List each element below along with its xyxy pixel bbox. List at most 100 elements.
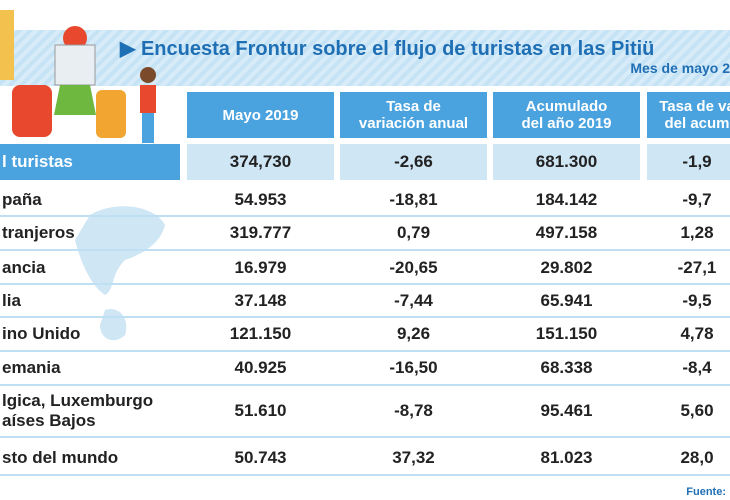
cell: -9,5 (647, 285, 730, 316)
cell: 65.941 (493, 285, 640, 316)
cell: 51.610 (187, 386, 334, 436)
value: 9,26 (396, 324, 431, 343)
cell: 497.158 (493, 217, 640, 249)
value: 121.150 (229, 324, 292, 343)
cell: 5,60 (647, 386, 730, 436)
label-line: ancia (2, 257, 46, 277)
value: 681.300 (535, 152, 598, 171)
value: -7,44 (394, 290, 433, 310)
header-line: Tasa de va (659, 98, 730, 115)
label-line: emania (2, 358, 61, 377)
value: -9,7 (682, 189, 712, 209)
row-label: ino Unido (0, 318, 180, 350)
row-separator (0, 350, 730, 352)
header-line: Mayo 2019 (222, 106, 299, 124)
row-label: lia (0, 285, 180, 316)
cell: -20,65 (340, 252, 487, 283)
cell: -1,9 (647, 144, 730, 180)
label-line: aíses Bajos (2, 411, 96, 430)
header-line: Tasa de (386, 98, 441, 115)
value: 54.953 (234, 189, 287, 209)
value: 16.979 (234, 257, 287, 277)
row-separator (0, 474, 730, 476)
title-band (0, 30, 730, 86)
value: -9,5 (682, 290, 712, 310)
header-line: del acum (664, 115, 730, 132)
cell: -18,81 (340, 184, 487, 215)
label-line: ino Unido (2, 324, 81, 343)
row-label: tranjeros (0, 217, 180, 249)
row-separator (0, 384, 730, 386)
cell: -7,44 (340, 285, 487, 316)
cell: 50.743 (187, 441, 334, 474)
value: 37,32 (392, 447, 435, 467)
row-label: emania (0, 352, 180, 384)
value: 65.941 (540, 290, 593, 310)
header-line: del año 2019 (521, 115, 612, 132)
cell: 4,78 (647, 318, 730, 350)
value: 50.743 (234, 447, 287, 467)
title-text: Encuesta Frontur sobre el flujo de turis… (140, 38, 655, 60)
label-line: lia (2, 290, 21, 310)
label-line: tranjeros (2, 223, 75, 242)
value: 1,28 (680, 223, 714, 242)
row-label: lgica, Luxemburgo aíses Bajos (0, 386, 180, 436)
value: -2,66 (394, 152, 433, 171)
value: 95.461 (540, 401, 593, 420)
value: 0,79 (396, 223, 431, 242)
cell: -8,4 (647, 352, 730, 384)
value: 4,78 (680, 324, 714, 343)
value: 68.338 (540, 358, 593, 377)
cell: 54.953 (187, 184, 334, 215)
cell: 151.150 (493, 318, 640, 350)
value: -1,9 (682, 152, 712, 171)
value: 29.802 (540, 257, 593, 277)
label-line: l turistas (2, 152, 73, 171)
value: -27,1 (677, 257, 717, 277)
cell: 0,79 (340, 217, 487, 249)
value: 184.142 (535, 189, 598, 209)
illustration (0, 10, 156, 143)
cell: 681.300 (493, 144, 640, 180)
cell: 40.925 (187, 352, 334, 384)
row-label: l turistas (0, 144, 180, 180)
cell: 319.777 (187, 217, 334, 249)
row-label: ancia (0, 252, 180, 283)
column-header: Tasa de variación anual (340, 92, 487, 138)
header-line: variación anual (358, 115, 469, 132)
cell: 121.150 (187, 318, 334, 350)
cell: -8,78 (340, 386, 487, 436)
value: 319.777 (229, 223, 292, 242)
cell: 16.979 (187, 252, 334, 283)
value: -16,50 (389, 358, 438, 377)
row-separator (0, 249, 730, 251)
label-line: paña (2, 189, 42, 209)
row-separator (0, 215, 730, 217)
cell: 37,32 (340, 441, 487, 474)
row-label: sto del mundo (0, 441, 180, 474)
cell: -16,50 (340, 352, 487, 384)
row-separator (0, 316, 730, 318)
column-header: Mayo 2019 (187, 92, 334, 138)
cell: 9,26 (340, 318, 487, 350)
cell: 184.142 (493, 184, 640, 215)
cell: 29.802 (493, 252, 640, 283)
value: 28,0 (680, 447, 714, 467)
value: -8,4 (682, 358, 712, 377)
cell: 37.148 (187, 285, 334, 316)
value: 40.925 (234, 358, 287, 377)
cell: 81.023 (493, 441, 640, 474)
row-separator (0, 283, 730, 285)
value: 37.148 (234, 290, 287, 310)
value: 497.158 (535, 223, 598, 242)
value: 51.610 (234, 401, 287, 420)
subtitle: Mes de mayo 2 (630, 60, 730, 76)
value: -20,65 (389, 257, 438, 277)
column-header: Tasa de va del acum (647, 92, 730, 138)
cell: 95.461 (493, 386, 640, 436)
cell: 374,730 (187, 144, 334, 180)
column-header: Acumulado del año 2019 (493, 92, 640, 138)
label-line: lgica, Luxemburgo (2, 391, 154, 410)
row-label: paña (0, 184, 180, 215)
